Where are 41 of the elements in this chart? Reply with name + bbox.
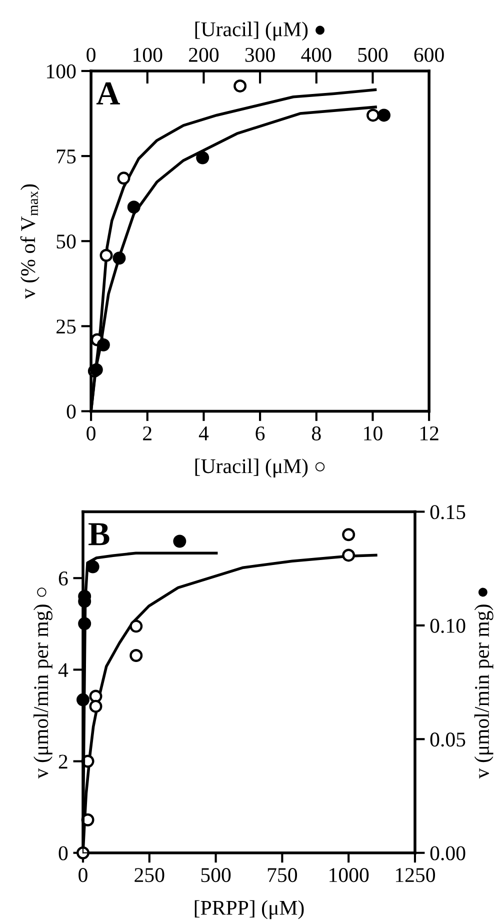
x2-tick-label: 400	[301, 48, 332, 62]
y-tick-label: 50	[56, 234, 76, 249]
y-tick-label: 4	[58, 663, 68, 677]
y2-tick-label: 0.05	[430, 732, 466, 747]
y-tick-label: 75	[57, 150, 76, 164]
x-tick-label: 4	[198, 426, 209, 440]
x-tick-label: 12	[420, 426, 438, 440]
x-tick-label: 250	[134, 868, 164, 882]
x-tick-label: 6	[256, 426, 265, 440]
x2-tick-label: 0	[86, 48, 96, 62]
y-axis-title: v (μmol/min per mg) ○	[33, 588, 52, 779]
y-tick-label: 0	[58, 846, 68, 860]
x-axis-title: [PRPP] (μM)	[194, 900, 304, 920]
x-tick-label: 1250	[396, 868, 436, 882]
x-tick-label: 1000	[330, 868, 369, 882]
x-tick-label: 8	[312, 426, 321, 440]
x-tick-label: 0	[78, 868, 88, 882]
x-tick-label: 750	[268, 868, 298, 882]
x2-tick-label: 600	[414, 48, 444, 62]
x-tick-label: 10	[364, 426, 382, 440]
x2-tick-label: 500	[358, 48, 388, 62]
y-tick-label: 100	[47, 64, 76, 78]
annotation: A	[96, 82, 120, 104]
x2-tick-label: 200	[189, 48, 219, 62]
x-tick-label: 0	[86, 426, 96, 440]
y2-tick-label: 0.15	[430, 505, 466, 520]
y-axis-title: v (% of V$_{max}$)	[20, 184, 40, 299]
y-tick-label: 6	[58, 572, 68, 586]
y2-tick-label: 0.00	[430, 846, 466, 860]
x-tick-label: 500	[201, 868, 231, 882]
y2-axis-title: v (μmol/min per mg) ●	[474, 588, 494, 779]
x2-tick-label: 100	[134, 48, 162, 62]
x-tick-label: 2	[143, 426, 152, 440]
x2-tick-label: 300	[245, 48, 275, 62]
x-axis-title: [Uracil] (μM) ○	[195, 458, 325, 478]
x2-axis-title: [Uracil] (μM) ●	[195, 22, 324, 41]
y-tick-label: 0	[66, 404, 76, 419]
y-tick-label: 2	[58, 754, 68, 768]
y2-tick-label: 0.10	[430, 618, 466, 633]
annotation: B	[88, 523, 110, 546]
y-tick-label: 25	[56, 320, 76, 334]
